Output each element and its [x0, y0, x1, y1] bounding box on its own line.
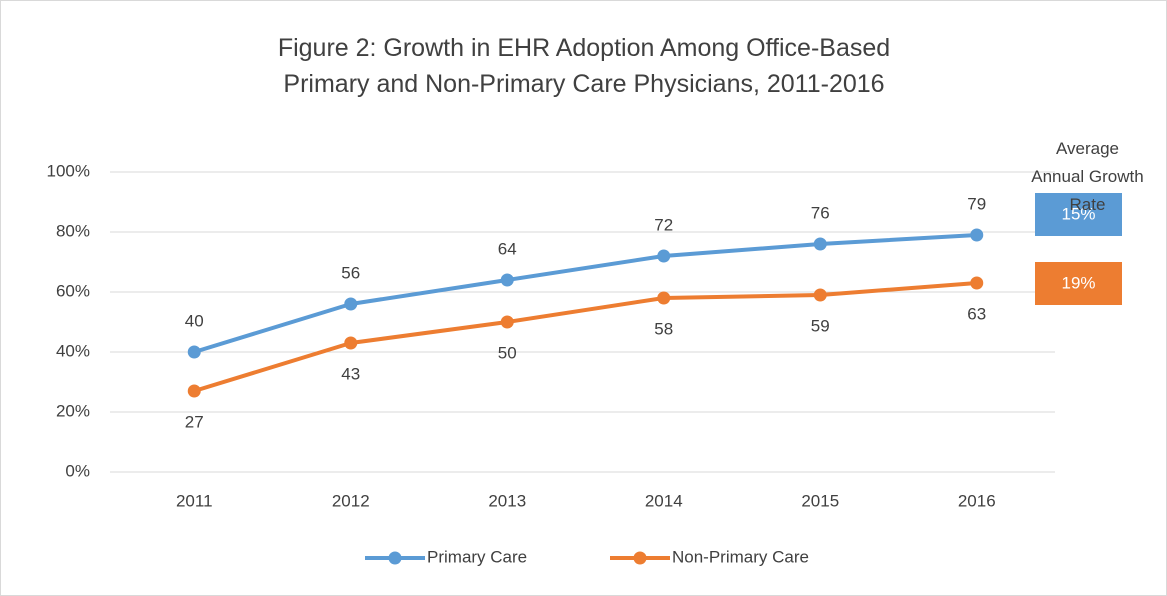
data-label: 56 — [341, 263, 360, 282]
legend-marker — [633, 551, 647, 565]
data-label: 27 — [185, 412, 204, 431]
data-label: 58 — [654, 319, 673, 338]
x-tick-label: 2013 — [488, 491, 526, 510]
data-label: 50 — [498, 343, 517, 362]
data-point — [657, 249, 671, 263]
data-label: 40 — [185, 311, 204, 330]
data-label: 64 — [498, 239, 517, 258]
data-point — [187, 345, 201, 359]
data-point — [813, 237, 827, 251]
data-point — [187, 384, 201, 398]
data-point — [970, 228, 984, 242]
x-tick-label: 2015 — [801, 491, 839, 510]
data-label: 43 — [341, 364, 360, 383]
legend-marker — [388, 551, 402, 565]
x-tick-label: 2011 — [176, 491, 213, 510]
data-point — [813, 288, 827, 302]
x-tick-label: 2014 — [645, 491, 683, 510]
x-tick-label: 2016 — [958, 491, 996, 510]
data-point — [344, 297, 358, 311]
growth-rate-label: 15% — [1061, 204, 1095, 223]
data-label: 59 — [811, 316, 830, 335]
data-point — [344, 336, 358, 350]
series-line — [193, 281, 977, 393]
chart-title: Figure 2: Growth in EHR Adoption Among O… — [277, 34, 891, 98]
data-point — [500, 273, 514, 287]
data-point — [500, 315, 514, 329]
legend-label: Primary Care — [427, 547, 527, 566]
y-tick-label: 60% — [56, 281, 90, 300]
data-label: 79 — [967, 194, 986, 213]
y-tick-label: 40% — [56, 341, 90, 360]
annotation-title: Average Annual Growth Rate — [1031, 139, 1144, 214]
series-line — [193, 233, 977, 354]
y-tick-label: 100% — [47, 161, 90, 180]
growth-rate-badge — [1035, 193, 1122, 236]
legend-label: Non-Primary Care — [672, 547, 809, 566]
data-point — [970, 276, 984, 290]
growth-rate-badge — [1035, 262, 1122, 305]
growth-rate-label: 19% — [1061, 273, 1095, 292]
data-label: 63 — [967, 304, 986, 323]
y-tick-label: 20% — [56, 401, 90, 420]
data-point — [657, 291, 671, 305]
y-tick-label: 0% — [65, 461, 90, 480]
y-tick-label: 80% — [56, 221, 90, 240]
data-label: 76 — [811, 203, 830, 222]
x-tick-label: 2012 — [332, 491, 370, 510]
data-label: 72 — [654, 215, 673, 234]
